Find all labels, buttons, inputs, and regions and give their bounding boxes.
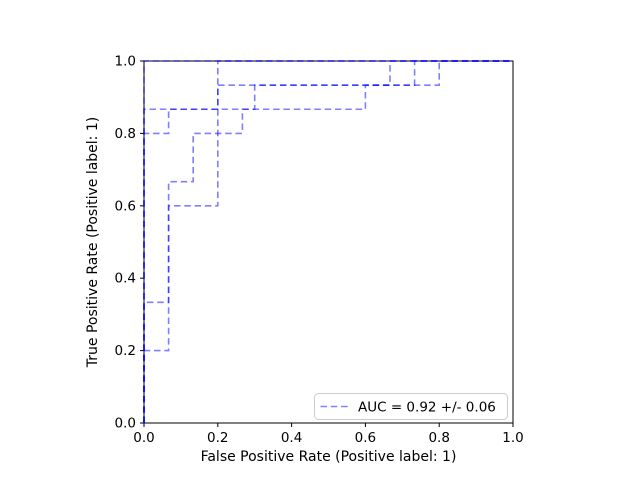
axes-frame	[143, 60, 514, 424]
x-axis-label: False Positive Rate (Positive label: 1)	[201, 449, 457, 465]
y-tick-label: 1.0	[115, 54, 136, 70]
y-tick-label: 0.0	[115, 416, 136, 432]
roc-fold-2	[143, 60, 513, 423]
x-axis-ticks: 0.0 0.2 0.4 0.6 0.8 1.0	[133, 423, 524, 446]
legend: AUC = 0.92 +/- 0.06	[314, 393, 508, 420]
roc-fold-1	[143, 60, 513, 423]
y-tick-label: 0.8	[115, 126, 136, 142]
legend-frame	[314, 393, 508, 420]
x-tick-label: 0.0	[133, 430, 154, 446]
x-tick-label: 0.2	[207, 430, 228, 446]
roc-fold-5	[143, 60, 513, 423]
y-tick-label: 0.6	[115, 198, 136, 214]
roc-fold-4	[143, 60, 513, 423]
x-tick-label: 1.0	[502, 430, 523, 446]
x-tick-label: 0.4	[281, 430, 302, 446]
roc-fold-3	[143, 60, 513, 423]
x-tick-label: 0.6	[355, 430, 376, 446]
y-axis-ticks: 0.0 0.2 0.4 0.6 0.8 1.0	[115, 54, 144, 432]
y-tick-label: 0.2	[115, 343, 136, 359]
roc-curves	[143, 60, 513, 423]
legend-label: AUC = 0.92 +/- 0.06	[358, 400, 496, 416]
x-tick-label: 0.8	[428, 430, 449, 446]
y-axis-label: True Positive Rate (Positive label: 1)	[85, 117, 101, 368]
y-tick-label: 0.4	[115, 271, 136, 287]
